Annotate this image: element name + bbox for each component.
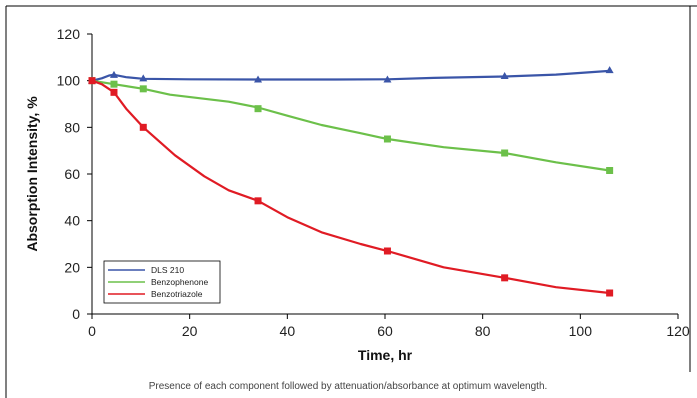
data-point-benzophenone [383, 135, 391, 143]
data-point-dls-210 [383, 75, 392, 83]
x-tick-label: 120 [666, 323, 690, 339]
y-tick-label: 120 [57, 26, 81, 42]
y-tick-label: 60 [64, 166, 80, 182]
x-tick-label: 100 [569, 323, 593, 339]
legend-label-benzotriazole: Benzotriazole [151, 289, 203, 299]
data-point-dls-210 [109, 70, 118, 78]
x-tick-label: 80 [475, 323, 491, 339]
series-dls-210 [88, 66, 614, 84]
y-tick-label: 20 [64, 259, 80, 275]
data-point-dls-210 [605, 66, 614, 74]
y-axis-title: Absorption Intensity, % [24, 96, 40, 252]
x-tick-label: 40 [280, 323, 296, 339]
x-tick-label: 20 [182, 323, 198, 339]
data-point-benzophenone [139, 85, 147, 93]
data-point-dls-210 [500, 72, 509, 79]
data-point-benzotriazole [606, 289, 614, 297]
legend-box [103, 260, 221, 304]
x-tick-label: 60 [377, 323, 393, 339]
data-point-benzotriazole [383, 247, 391, 255]
y-tick-label: 80 [64, 119, 80, 135]
data-point-benzotriazole [139, 123, 147, 131]
data-point-benzophenone [110, 80, 118, 88]
y-ticks: 0 20 40 60 80 100 120 [57, 26, 92, 322]
y-tick-label: 40 [64, 213, 80, 229]
data-point-dls-210 [139, 74, 148, 82]
x-axis-title: Time, hr [358, 347, 413, 363]
y-tick-label: 100 [57, 73, 81, 89]
series-layer [88, 66, 614, 297]
series-line-dls-210 [91, 69, 610, 82]
x-tick-label: 0 [88, 323, 96, 339]
chart-caption: Presence of each component followed by a… [149, 381, 548, 392]
data-point-benzophenone [254, 105, 262, 113]
x-ticks: 0 20 40 60 80 100 120 [88, 314, 690, 339]
y-tick-label: 0 [72, 306, 80, 322]
series-benzotriazole [88, 77, 614, 297]
legend-label-dls-210: DLS 210 [151, 265, 184, 275]
legend: DLS 210 Benzophenone Benzotriazole [103, 260, 221, 304]
data-point-benzotriazole [501, 274, 509, 282]
series-benzophenone [88, 77, 614, 174]
data-point-benzotriazole [254, 197, 262, 205]
data-point-benzotriazole [110, 88, 118, 96]
legend-label-benzophenone: Benzophenone [151, 277, 208, 287]
data-point-dls-210 [254, 75, 263, 83]
data-point-benzotriazole [88, 77, 96, 85]
series-line-benzophenone [91, 79, 610, 172]
data-point-benzophenone [606, 167, 614, 174]
data-point-benzophenone [501, 149, 509, 157]
